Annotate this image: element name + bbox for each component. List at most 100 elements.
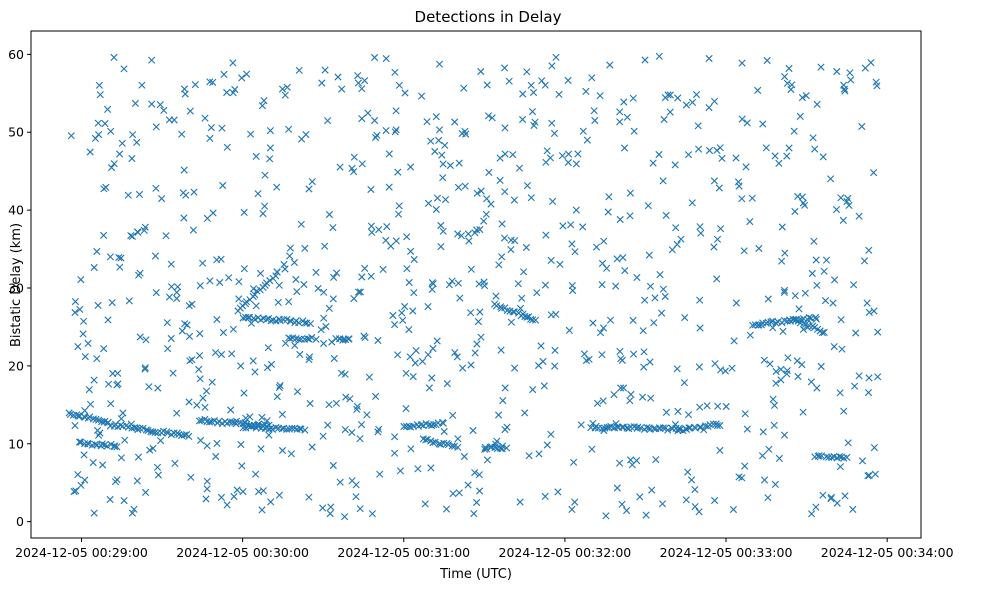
data-point	[354, 79, 362, 87]
data-point	[442, 505, 451, 513]
data-point	[355, 288, 363, 296]
data-point	[312, 268, 320, 276]
data-point	[606, 316, 615, 324]
data-point	[626, 397, 634, 405]
data-point	[655, 150, 663, 159]
data-point	[482, 445, 491, 453]
data-point	[651, 294, 659, 302]
data-point	[770, 401, 779, 409]
data-point	[296, 350, 304, 358]
data-point	[127, 232, 135, 240]
data-point	[610, 391, 618, 399]
data-point	[548, 119, 556, 127]
data-point	[619, 254, 627, 262]
data-point	[148, 100, 156, 108]
data-point	[424, 199, 433, 207]
data-point	[541, 81, 549, 89]
data-point	[522, 243, 530, 252]
data-point	[174, 283, 182, 291]
data-point	[278, 446, 287, 455]
data-point	[616, 347, 624, 355]
data-point	[326, 510, 334, 518]
data-point	[223, 143, 231, 151]
data-point	[565, 150, 573, 158]
data-point	[612, 282, 620, 290]
data-point	[106, 253, 114, 261]
data-point	[358, 85, 366, 93]
data-point	[855, 372, 863, 380]
data-point	[813, 100, 821, 108]
data-point	[196, 282, 204, 290]
data-point	[844, 194, 852, 202]
data-point	[117, 454, 125, 462]
data-point	[133, 138, 141, 146]
data-point	[350, 168, 358, 176]
data-point	[454, 279, 462, 287]
data-point	[373, 131, 381, 139]
data-point	[357, 421, 366, 429]
data-point	[827, 495, 835, 503]
data-point	[305, 185, 313, 193]
data-point	[588, 445, 596, 453]
data-point	[342, 393, 350, 401]
data-point	[861, 64, 869, 72]
data-point	[229, 325, 237, 333]
data-point	[794, 372, 802, 381]
data-point	[688, 98, 697, 106]
data-point	[694, 122, 702, 130]
data-point	[374, 336, 382, 345]
data-point	[435, 60, 444, 68]
data-point	[547, 430, 555, 438]
data-point	[705, 146, 714, 155]
data-point	[286, 252, 294, 260]
data-point	[308, 333, 316, 342]
data-point	[256, 269, 265, 277]
data-point	[713, 275, 721, 283]
data-point	[717, 225, 725, 233]
data-point	[646, 282, 655, 290]
data-point	[462, 130, 470, 138]
data-point	[361, 264, 369, 272]
data-point	[843, 453, 851, 461]
data-point	[385, 183, 393, 191]
data-point	[213, 439, 221, 447]
data-point	[306, 399, 314, 408]
data-point	[141, 364, 149, 372]
data-point	[755, 244, 763, 253]
data-point	[281, 91, 289, 99]
data-point	[432, 205, 440, 214]
data-point	[409, 373, 417, 381]
data-point	[558, 152, 566, 160]
data-point	[641, 56, 649, 64]
data-point	[136, 333, 144, 341]
data-point	[503, 306, 511, 315]
data-point	[829, 299, 837, 307]
data-point	[266, 155, 274, 163]
data-point	[407, 247, 415, 255]
data-point	[157, 437, 165, 445]
data-point	[368, 228, 376, 236]
data-point	[70, 487, 78, 496]
data-point	[72, 487, 80, 495]
data-point	[627, 456, 635, 464]
data-point	[620, 98, 628, 106]
data-point	[630, 127, 638, 135]
data-point	[195, 365, 203, 373]
data-point	[460, 84, 468, 92]
data-point	[732, 154, 740, 162]
data-point	[590, 107, 598, 115]
data-point	[833, 499, 841, 507]
data-point	[710, 243, 718, 251]
data-point	[783, 152, 791, 160]
data-point	[371, 116, 379, 125]
data-point	[107, 400, 115, 408]
data-point	[240, 389, 248, 397]
data-point	[376, 470, 384, 478]
data-point	[715, 184, 723, 192]
data-point	[791, 207, 799, 216]
data-point	[471, 349, 479, 357]
data-point	[391, 449, 399, 457]
data-point	[156, 101, 164, 109]
data-point	[195, 417, 203, 425]
data-point	[835, 453, 844, 461]
